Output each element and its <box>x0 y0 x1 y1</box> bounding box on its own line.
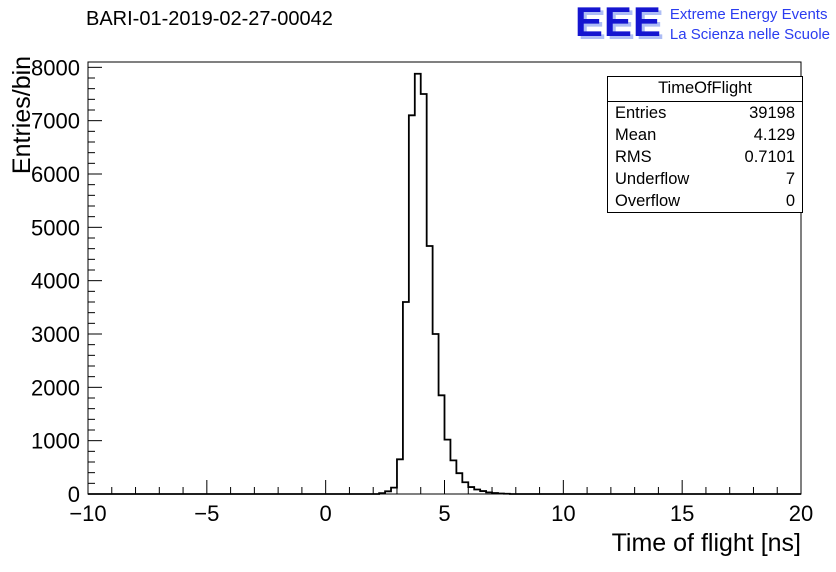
y-tick-label: 6000 <box>31 162 80 187</box>
y-tick-label: 7000 <box>31 109 80 134</box>
logo-line-2: La Scienza nelle Scuole <box>669 25 830 43</box>
y-tick-label: 4000 <box>31 269 80 294</box>
y-tick-label: 1000 <box>31 429 80 454</box>
stats-row-entries: Entries 39198 <box>608 102 802 124</box>
y-tick-label: 0 <box>68 482 80 507</box>
y-tick-label: 3000 <box>31 322 80 347</box>
stats-row-rms: RMS 0.7101 <box>608 146 802 168</box>
eee-logo-subtitle: Extreme Energy Events La Scienza nelle S… <box>670 2 830 44</box>
x-tick-label: 10 <box>551 501 575 526</box>
stats-label: Entries <box>615 103 667 122</box>
x-tick-label: −10 <box>69 501 106 526</box>
x-axis-title: Time of flight [ns] <box>612 529 801 557</box>
stats-row-overflow: Overflow 0 <box>608 190 802 212</box>
logo-line-1: Extreme Energy Events <box>669 6 828 23</box>
stats-label: RMS <box>615 147 652 166</box>
y-tick-label: 5000 <box>31 215 80 240</box>
x-tick-label: 15 <box>670 501 694 526</box>
stats-box-title: TimeOfFlight <box>608 77 802 102</box>
histogram-line <box>88 72 801 495</box>
stats-value: 7 <box>785 169 795 188</box>
eee-logo: EEE Extreme Energy Events La Scienza nel… <box>574 0 830 45</box>
x-tick-label: 5 <box>438 501 450 526</box>
x-tick-label: 0 <box>320 501 332 526</box>
stats-label: Underflow <box>615 169 690 188</box>
stats-row-mean: Mean 4.129 <box>608 124 802 146</box>
stats-label: Overflow <box>615 191 681 210</box>
plot-title: BARI-01-2019-02-27-00042 <box>86 8 333 30</box>
stats-value: 4.129 <box>753 125 795 144</box>
stats-box: TimeOfFlight Entries 39198 Mean 4.129 RM… <box>607 76 803 213</box>
x-tick-label: −5 <box>194 501 219 526</box>
stats-row-underflow: Underflow 7 <box>608 168 802 190</box>
stats-value: 0.7101 <box>744 147 795 166</box>
y-tick-label: 8000 <box>31 55 80 80</box>
stats-value: 0 <box>785 191 795 210</box>
x-tick-label: 20 <box>789 501 813 526</box>
y-axis-title: Entries/bin <box>8 56 36 174</box>
eee-logo-text: EEE <box>574 0 662 45</box>
stats-label: Mean <box>615 125 657 144</box>
stats-value: 39198 <box>749 103 795 122</box>
y-tick-label: 2000 <box>31 375 80 400</box>
